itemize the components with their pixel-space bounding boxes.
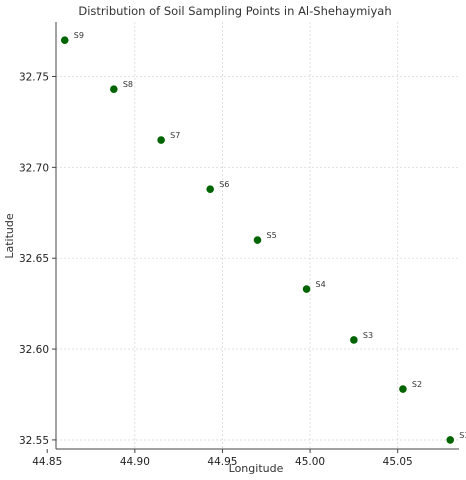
x-tick-label: 45.05 <box>383 456 413 468</box>
data-point-s6 <box>206 185 214 193</box>
data-point-s4 <box>302 285 311 293</box>
data-point-s2 <box>399 385 407 393</box>
y-axis-label: Latitude <box>3 213 16 259</box>
x-tick-label: 45.00 <box>295 456 325 468</box>
y-tick-label: 32.65 <box>19 253 49 265</box>
x-tick-label: 44.85 <box>32 456 62 468</box>
data-label-s7: S7 <box>170 131 180 140</box>
data-point-s7 <box>157 136 165 144</box>
y-tick-label: 32.75 <box>19 72 49 84</box>
y-tick-label: 32.55 <box>19 435 49 447</box>
data-point-s5 <box>253 236 262 244</box>
data-label-s9: S9 <box>74 31 84 40</box>
data-label-s5: S5 <box>267 231 277 240</box>
data-label-s3: S3 <box>363 331 373 340</box>
x-tick-label: 44.95 <box>207 456 237 468</box>
data-point-s3 <box>350 336 358 344</box>
axes-layer <box>55 22 459 450</box>
y-tick-label: 32.70 <box>19 162 49 174</box>
data-label-s4: S4 <box>316 280 326 289</box>
ticks-layer: 44.85 44.90 44.95 45.00 45.05 32.55 32.60 32.65… <box>19 72 413 468</box>
data-points: S1 S2 S3 S4 S5 S6 S7 S8 S9 <box>60 31 466 444</box>
chart-title: Distribution of Soil Sampling Points in … <box>78 4 391 18</box>
data-label-s2: S2 <box>412 380 422 389</box>
y-tick-label: 32.60 <box>19 344 49 356</box>
data-label-s1: S1 <box>459 431 466 440</box>
data-point-s9 <box>60 36 69 44</box>
grid-layer <box>56 22 459 449</box>
data-point-s8 <box>110 85 118 94</box>
x-tick-label: 44.90 <box>120 456 150 468</box>
data-point-s1 <box>446 436 455 444</box>
x-axis-label: Longitude <box>229 462 284 475</box>
data-label-s6: S6 <box>219 180 229 189</box>
data-label-s8: S8 <box>123 80 133 89</box>
